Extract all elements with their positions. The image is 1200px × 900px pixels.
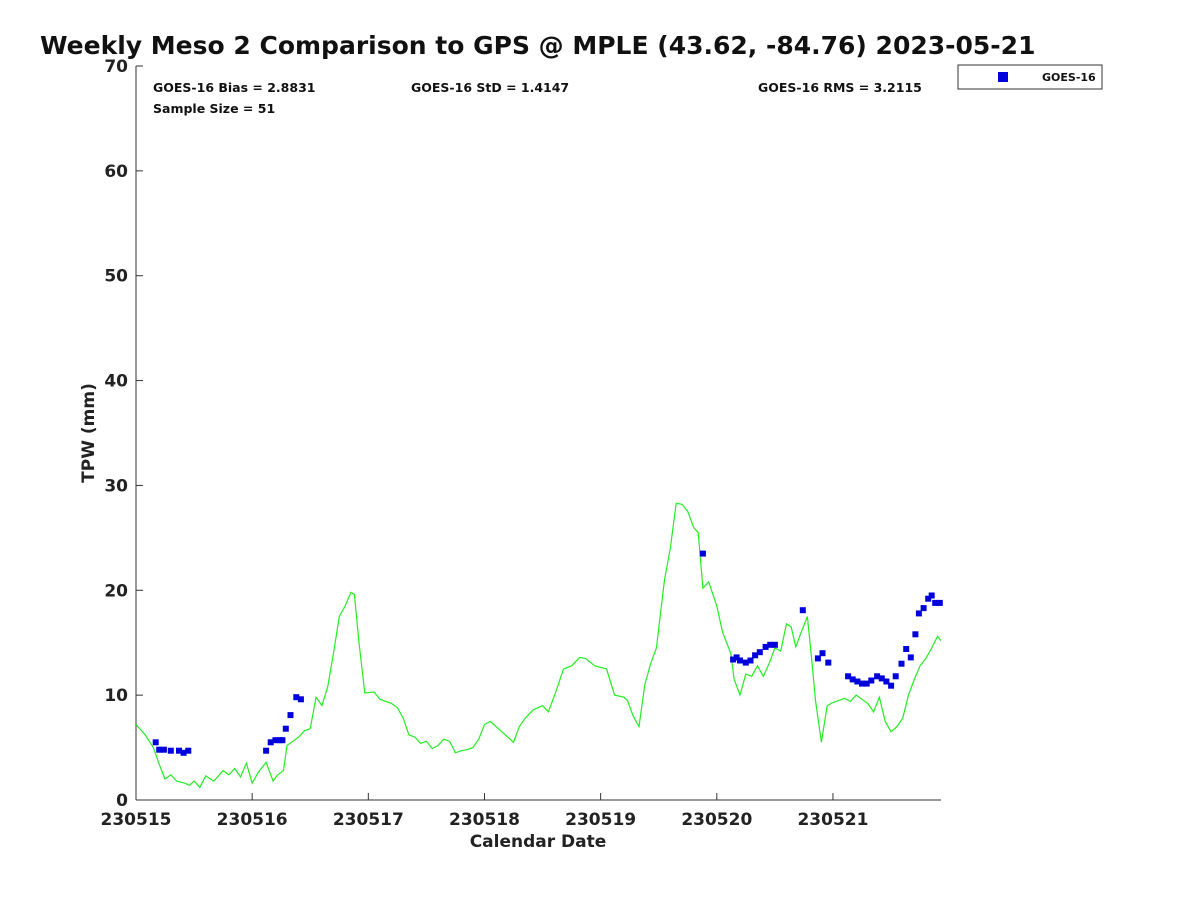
goes16-point (762, 643, 769, 650)
goes16-point (863, 680, 870, 687)
goes16-point (771, 641, 778, 648)
x-tick-label: 230520 (681, 810, 752, 830)
x-axis-label: Calendar Date (470, 832, 607, 852)
y-tick-label: 0 (116, 791, 128, 811)
y-tick-label: 70 (104, 57, 128, 77)
goes16-point (878, 675, 885, 682)
goes16-point (287, 712, 294, 719)
goes16-point (156, 746, 163, 753)
x-tick-label: 230518 (449, 810, 520, 830)
x-tick-label: 230517 (333, 810, 404, 830)
goes16-point (819, 650, 826, 657)
goes16-point (936, 599, 943, 606)
goes16-point (176, 747, 182, 754)
std-stat: GOES-16 StD = 1.4147 (411, 80, 569, 95)
gps-line-series (135, 502, 942, 789)
x-tick-label: 230516 (217, 810, 288, 830)
goes16-point (854, 678, 861, 685)
goes16-point (699, 550, 706, 557)
x-tick-label: 230515 (101, 810, 172, 830)
goes16-point (185, 747, 192, 754)
y-axis-label: TPW (mm) (79, 383, 99, 483)
goes16-point (756, 649, 763, 656)
goes16-point (730, 656, 737, 663)
goes16-scatter-series (152, 550, 943, 756)
goes16-point (892, 673, 899, 680)
x-axis-ticks: 230515 230516 230517 230518 230519 230520 2305… (101, 793, 868, 830)
y-axis-ticks: 0 10 20 30 40 50 60 70 (104, 57, 143, 811)
goes16-point (920, 605, 927, 612)
goes16-point (293, 694, 300, 701)
goes16-point (297, 696, 304, 703)
goes16-point (180, 749, 187, 756)
y-tick-label: 60 (104, 162, 128, 182)
goes16-point (767, 641, 774, 648)
goes16-point (279, 737, 286, 744)
goes16-point (737, 657, 743, 664)
y-tick-label: 20 (104, 581, 128, 601)
goes16-point (263, 747, 270, 754)
goes16-point (272, 737, 279, 744)
goes16-point (267, 739, 274, 746)
goes16-point (925, 595, 932, 602)
goes16-point (160, 746, 167, 753)
goes16-point (907, 654, 914, 661)
goes16-point (152, 739, 159, 746)
goes16-point (282, 725, 289, 732)
plot-area (135, 66, 941, 801)
goes16-point (825, 659, 832, 666)
y-tick-label: 30 (104, 476, 128, 496)
goes16-point (932, 599, 939, 606)
goes16-point (915, 610, 922, 617)
legend-marker-goes16 (998, 72, 1008, 82)
goes16-point (898, 660, 905, 667)
goes16-point (903, 646, 910, 652)
goes16-point (849, 676, 856, 683)
goes16-point (845, 673, 852, 680)
goes16-point (888, 682, 895, 689)
sample-size-stat: Sample Size = 51 (153, 101, 275, 116)
goes16-point (912, 631, 919, 638)
legend-box (957, 64, 1103, 90)
chart-title: Weekly Meso 2 Comparison to GPS @ MPLE (… (40, 31, 1035, 60)
goes16-point (874, 673, 881, 680)
goes16-point (859, 680, 865, 687)
goes16-point (747, 657, 754, 664)
legend-label-goes16: GOES-16 (1042, 71, 1096, 84)
goes16-point (928, 592, 935, 599)
goes16-point (167, 747, 174, 754)
rms-stat: GOES-16 RMS = 3.2115 (758, 80, 922, 95)
goes16-point (742, 659, 749, 666)
x-tick-label: 230521 (797, 810, 868, 830)
y-tick-label: 10 (104, 686, 128, 706)
goes16-point (883, 678, 890, 685)
gps-tpw-line (135, 502, 942, 789)
y-tick-label: 50 (104, 267, 128, 287)
bias-stat: GOES-16 Bias = 2.8831 (153, 80, 315, 95)
goes16-point (752, 652, 759, 659)
goes16-point (799, 607, 806, 614)
y-tick-label: 40 (104, 372, 128, 392)
goes16-point (814, 655, 821, 662)
goes16-point (868, 677, 875, 684)
x-tick-label: 230519 (565, 810, 636, 830)
legend: GOES-16 (957, 64, 1103, 90)
goes16-point (733, 654, 740, 661)
